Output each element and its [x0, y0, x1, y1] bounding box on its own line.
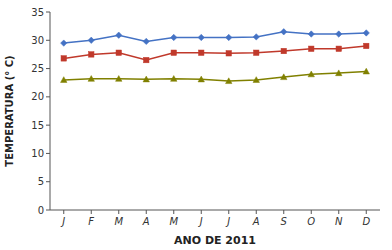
point	[253, 77, 259, 83]
x-tick	[338, 210, 339, 214]
point	[199, 50, 204, 55]
y-tick-label: 30	[31, 35, 44, 46]
y-tick	[46, 12, 50, 13]
y-tick	[46, 181, 50, 182]
point	[61, 40, 67, 46]
y-tick-label: 35	[31, 7, 44, 18]
point	[281, 29, 287, 35]
y-tick-label: 5	[38, 176, 44, 187]
point	[254, 50, 259, 55]
point	[198, 34, 204, 40]
y-tick-label: 10	[31, 148, 44, 159]
point	[226, 51, 231, 56]
y-tick-label: 0	[38, 205, 44, 216]
x-tick-label: J	[225, 216, 230, 227]
point	[308, 71, 314, 77]
x-tick-label: M	[114, 216, 123, 227]
y-tick-label: 25	[31, 63, 44, 74]
point	[116, 32, 122, 38]
x-tick	[366, 210, 367, 214]
x-tick-label: S	[281, 216, 288, 227]
point	[308, 31, 314, 37]
y-tick	[46, 68, 50, 69]
x-tick-label: A	[142, 216, 150, 227]
point	[226, 78, 232, 84]
x-tick	[173, 210, 174, 214]
point	[171, 76, 177, 82]
x-tick	[201, 210, 202, 214]
y-tick-label: 20	[31, 91, 44, 102]
point	[364, 43, 369, 48]
point	[198, 76, 204, 82]
point	[144, 57, 149, 62]
y-axis	[50, 12, 51, 210]
point	[226, 34, 232, 40]
y-axis-label: TEMPERATURA (° C)	[4, 55, 15, 166]
x-tick	[118, 210, 119, 214]
point	[61, 56, 66, 61]
y-tick	[46, 40, 50, 41]
x-axis-label: ANO DE 2011	[174, 234, 256, 247]
x-tick-label: A	[252, 216, 260, 227]
x-tick	[283, 210, 284, 214]
point	[88, 76, 94, 82]
point	[253, 34, 259, 40]
point	[171, 34, 177, 40]
point	[116, 50, 121, 55]
point	[143, 76, 149, 82]
point	[363, 30, 369, 36]
point	[116, 76, 122, 82]
x-tick	[228, 210, 229, 214]
line	[64, 46, 367, 60]
x-tick-label: M	[169, 216, 178, 227]
x-tick-label: D	[362, 216, 370, 227]
point	[363, 68, 369, 74]
point	[143, 38, 149, 44]
y-tick	[46, 210, 50, 211]
y-tick-label: 15	[31, 120, 44, 131]
x-tick	[63, 210, 64, 214]
point	[281, 48, 286, 53]
x-tick	[311, 210, 312, 214]
point	[171, 50, 176, 55]
line	[64, 71, 367, 81]
plot-area	[61, 29, 370, 84]
point	[61, 77, 67, 83]
x-tick	[256, 210, 257, 214]
point	[309, 46, 314, 51]
chart: 0 5 10 15 20 25 30 35 J F M A M J J A S O N D ANO DE 2011 TEM…	[0, 0, 392, 250]
x-tick-label: N	[335, 216, 343, 227]
point	[281, 74, 287, 80]
y-tick	[46, 125, 50, 126]
x-tick-label: F	[88, 216, 94, 227]
y-tick	[46, 153, 50, 154]
x-tick-label: J	[198, 216, 203, 227]
point	[88, 37, 94, 43]
point	[336, 31, 342, 37]
y-tick	[46, 96, 50, 97]
x-tick	[146, 210, 147, 214]
point	[89, 52, 94, 57]
x-tick-label: O	[307, 216, 315, 227]
point	[336, 70, 342, 76]
x-axis	[50, 210, 380, 211]
point	[336, 46, 341, 51]
line	[64, 32, 367, 43]
x-tick-label: J	[60, 216, 65, 227]
x-tick	[91, 210, 92, 214]
